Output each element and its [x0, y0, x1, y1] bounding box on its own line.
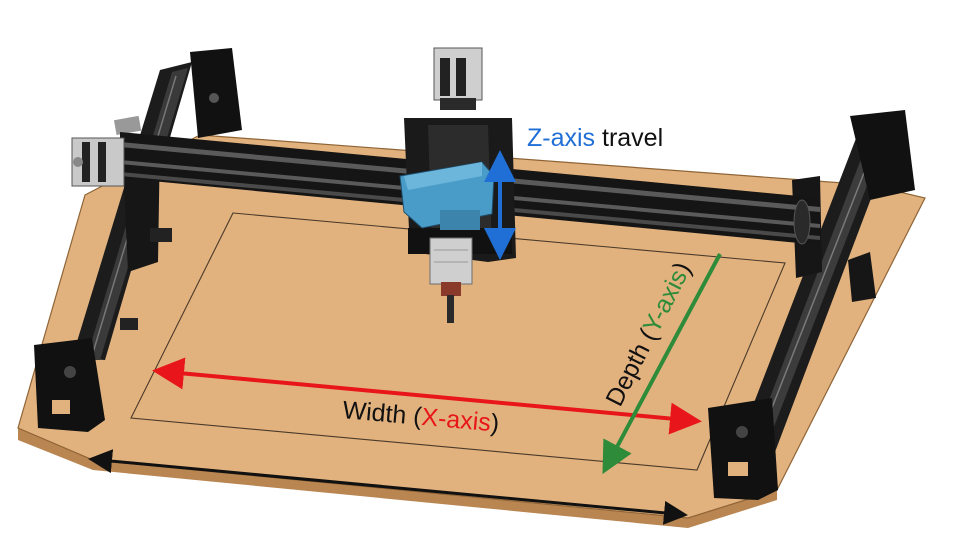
z-axis-label-rest: travel	[595, 124, 663, 152]
x-axis-label-suffix: )	[490, 409, 501, 438]
x-axis-label-prefix: Width (	[341, 396, 423, 431]
router-bit	[447, 295, 454, 323]
x-axis-label: Width (X-axis)	[341, 396, 500, 438]
right-front-end-plate	[708, 398, 778, 500]
left-front-end-plate	[34, 338, 105, 432]
overall-width-arrow	[88, 449, 688, 525]
z-axis-label-axis: Z-axis	[527, 124, 595, 152]
x-axis-label-axis: X-axis	[420, 403, 492, 437]
spindle	[429, 237, 473, 285]
y-axis-arrow	[602, 253, 722, 475]
work-area-outline	[130, 212, 786, 471]
z-axis-label: Z-axis travel	[527, 124, 663, 152]
left-y-rail	[34, 48, 242, 432]
right-y-rail	[708, 110, 915, 500]
x-axis-arrow	[152, 357, 702, 435]
router	[399, 161, 495, 323]
left-rear-end-plate	[190, 48, 242, 138]
right-rear-end-plate	[850, 110, 915, 200]
stepper-motor	[71, 137, 125, 187]
